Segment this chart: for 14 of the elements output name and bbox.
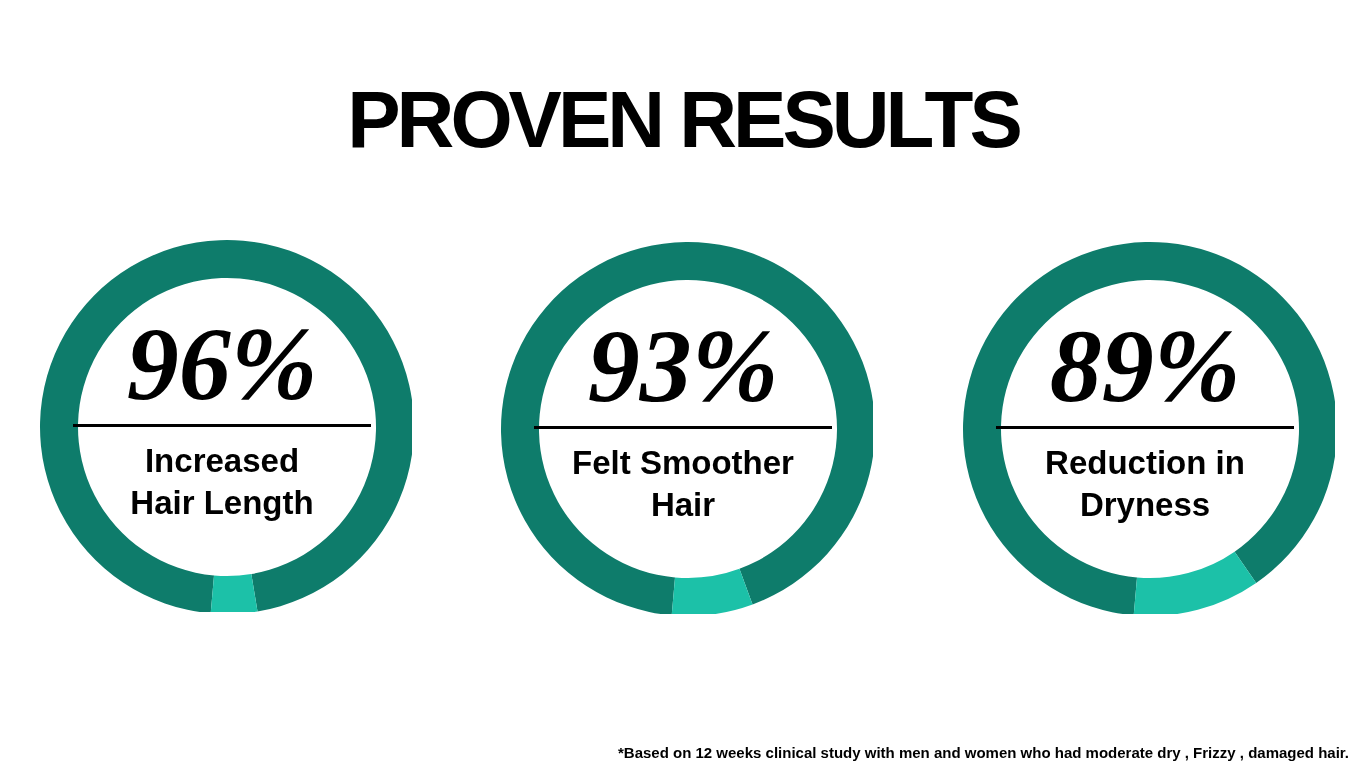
donut-slice [501, 242, 873, 614]
donut-slice [1133, 551, 1257, 614]
slice-label: Increased Hair Length [129, 441, 315, 523]
donut-slice [210, 574, 258, 612]
donut-slice [40, 240, 412, 612]
data-label: 93% [586, 308, 780, 423]
donut-slice [671, 568, 753, 614]
data-label: 89% [1048, 308, 1242, 423]
chart-title: PROVEN RESULTS [346, 75, 1021, 164]
slice-label: Felt Smoother Hair [571, 443, 795, 525]
donut-slice [963, 242, 1335, 614]
text: *Based on 12 weeks clinical study with men and women who had moderate dry , Frizzy , damaged hair. [616, 744, 1349, 762]
data-label: 96% [125, 306, 319, 421]
slice-label: Reduction in Dryness [1044, 443, 1246, 525]
